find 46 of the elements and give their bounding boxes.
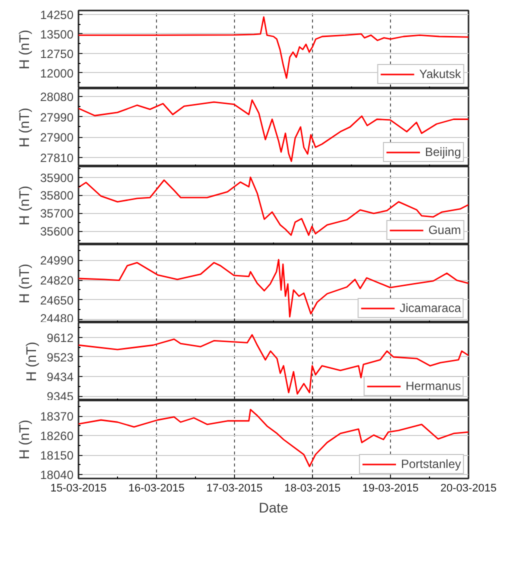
y-tick-label: 18150	[40, 448, 74, 463]
y-axis-title: H (nT)	[16, 30, 32, 70]
line-series	[78, 16, 468, 79]
y-axis-title: H (nT)	[16, 420, 32, 460]
y-tick-label: 18260	[40, 429, 74, 444]
y-tick-label: 27900	[40, 130, 74, 145]
x-tick-label: 15-03-2015	[50, 482, 107, 494]
legend-label: Jicamaraca	[400, 301, 461, 315]
y-axis-title: H (nT)	[16, 264, 32, 304]
y-axis-title: H (nT)	[16, 108, 32, 148]
y-tick-label: 24820	[40, 274, 74, 288]
legend-label: Hermanus	[406, 379, 461, 393]
line-series	[78, 176, 468, 236]
y-tick-label: 9523	[46, 350, 74, 364]
x-axis-title: Date	[258, 500, 288, 516]
y-tick-label: 24990	[40, 254, 74, 268]
x-tick-label: 19-03-2015	[362, 482, 419, 494]
x-tick-label: 18-03-2015	[284, 482, 341, 494]
y-tick-label: 12750	[40, 46, 74, 61]
y-tick-label: 24650	[40, 293, 74, 308]
line-series	[78, 334, 468, 395]
y-tick-label: 35800	[40, 188, 74, 203]
y-axis-title: H (nT)	[16, 186, 32, 226]
y-tick-label: 18040	[40, 468, 74, 482]
x-tick-label: 20-03-2015	[440, 482, 497, 494]
y-tick-label: 27990	[40, 110, 74, 124]
y-tick-label: 28080	[40, 90, 74, 104]
y-tick-label: 14250	[40, 8, 74, 22]
x-tick-label: 17-03-2015	[206, 482, 263, 494]
y-tick-label: 18370	[40, 410, 74, 424]
y-tick-label: 35600	[40, 224, 74, 239]
legend-label: Yakutsk	[419, 67, 461, 81]
x-tick-label: 16-03-2015	[128, 482, 185, 494]
y-tick-label: 13500	[40, 27, 74, 42]
y-tick-label: 35900	[40, 170, 74, 185]
line-series	[78, 99, 468, 162]
legend-label: Beijing	[424, 145, 461, 159]
line-series	[78, 258, 468, 318]
y-tick-label: 12000	[40, 66, 74, 80]
y-tick-label: 35700	[40, 206, 74, 221]
legend-label: Portstanley	[400, 457, 461, 471]
y-tick-label: 9612	[46, 330, 74, 345]
y-tick-label: 9434	[46, 370, 74, 384]
y-tick-label: 27810	[40, 150, 74, 165]
y-axis-title: H (nT)	[22, 342, 39, 382]
legend-label: Guam	[428, 223, 461, 237]
